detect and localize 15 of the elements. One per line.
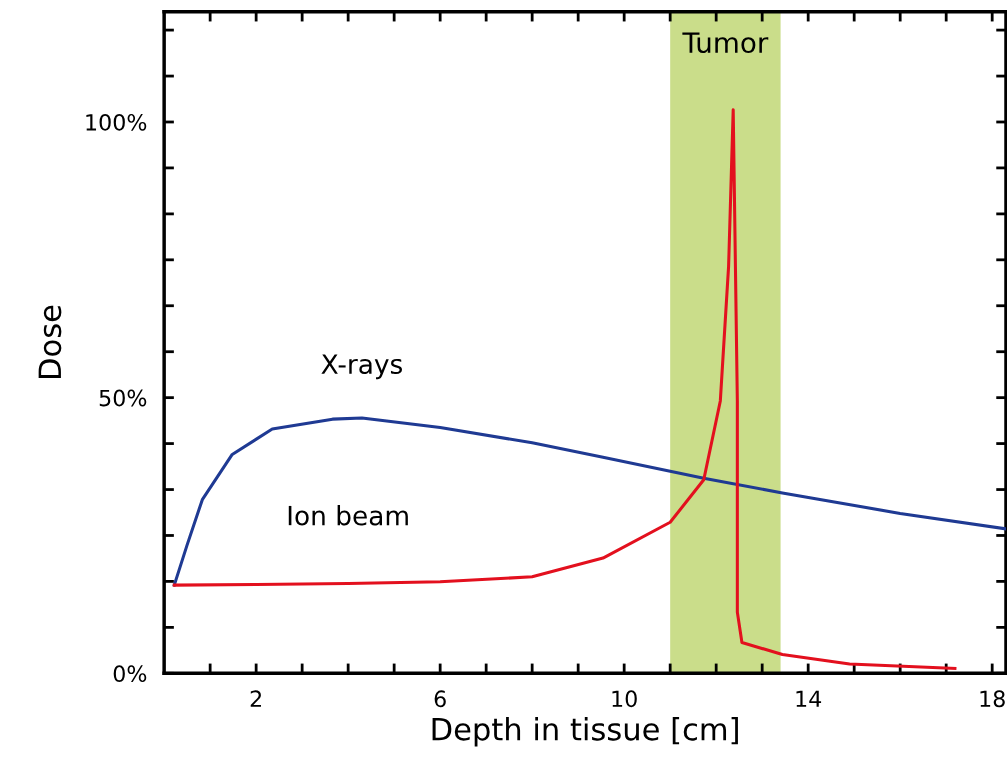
y-tick-label: 100% xyxy=(86,113,147,131)
line-series xyxy=(172,416,1006,587)
y-tick-label: 0% xyxy=(113,665,147,683)
x-tick-label: 18 xyxy=(980,690,1005,708)
x-tick-label: 14 xyxy=(796,690,822,707)
line-series xyxy=(172,108,957,670)
x-tick-label: 2 xyxy=(250,690,261,707)
band-label: Tumor xyxy=(682,32,769,54)
y-axis-title: Dose xyxy=(38,305,62,378)
x-tick-label: 6 xyxy=(434,690,446,708)
y-tick-label: 50% xyxy=(99,389,147,407)
x-tick-label: 10 xyxy=(612,690,637,708)
x-axis-title: Depth in tissue [cm] xyxy=(432,717,738,747)
text: Ion beam xyxy=(288,505,408,526)
series-label: X-rays xyxy=(321,354,402,380)
